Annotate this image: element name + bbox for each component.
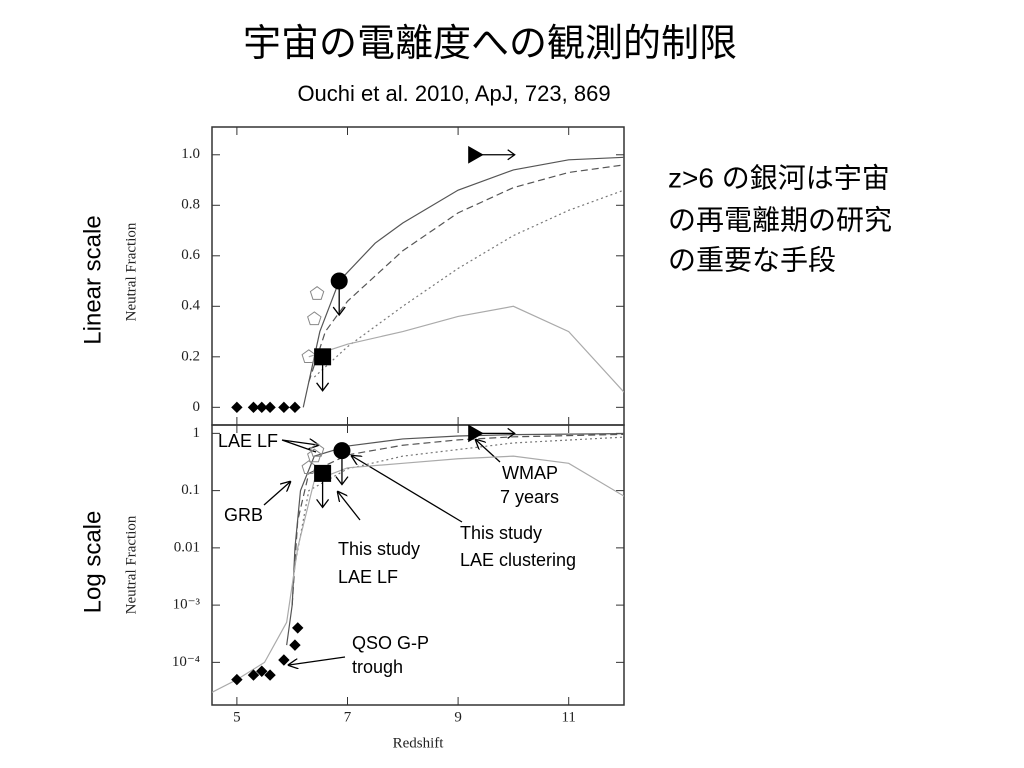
x-tick-label: 5 (233, 709, 241, 725)
y-tick-label: 0.8 (181, 197, 200, 213)
scale-label: Log scale (79, 511, 106, 614)
y-tick-label: 0.2 (181, 348, 200, 364)
point (301, 349, 317, 363)
curve (302, 156, 624, 408)
y-axis-label: Neutral Fraction (123, 222, 139, 321)
y-tick-label: 0.01 (174, 539, 200, 555)
annotation: LAE LF (218, 431, 278, 451)
y-tick-label: 0.4 (181, 298, 200, 314)
y-tick-label: 0.1 (181, 482, 200, 498)
point (289, 639, 301, 651)
plot-frame (211, 126, 625, 426)
annotation: This study (338, 539, 420, 559)
curve (294, 436, 624, 566)
point (307, 311, 322, 326)
point (278, 401, 290, 414)
slide-subtitle: Ouchi et al. 2010, ApJ, 723, 869 (297, 81, 610, 106)
point (333, 442, 351, 460)
point (264, 401, 276, 414)
point (231, 401, 243, 414)
point (247, 669, 260, 681)
point (468, 425, 484, 443)
slide-title: 宇宙の電離度への観測的制限 (243, 23, 737, 65)
y-axis-label: Neutral Fraction (123, 515, 139, 614)
annotation: QSO G-P (352, 633, 429, 653)
annotation: 7 years (500, 487, 559, 507)
y-tick-label: 10⁻⁴ (172, 654, 200, 670)
curve (308, 305, 624, 393)
point (309, 442, 325, 457)
slide-text: の再電離期の研究 (668, 204, 892, 235)
y-tick-label: 1 (193, 425, 201, 441)
y-tick-label: 0 (193, 399, 201, 415)
y-tick-label: 10⁻³ (173, 597, 201, 613)
point (330, 272, 348, 290)
annotation: LAE LF (338, 567, 398, 587)
curve (308, 164, 624, 383)
point (256, 665, 268, 677)
annotation: WMAP (502, 463, 558, 483)
curve (291, 433, 624, 606)
plot-area (231, 145, 624, 414)
curve (313, 189, 624, 378)
x-axis-label: Redshift (393, 735, 445, 751)
point (468, 145, 484, 164)
point (309, 286, 325, 300)
point (289, 401, 301, 414)
annotations (263, 440, 501, 665)
annotation: This study (460, 523, 542, 543)
point (247, 401, 260, 414)
annotation: GRB (224, 505, 263, 525)
point (314, 464, 332, 482)
point (256, 401, 268, 414)
slide-text: z>6 の銀河は宇宙 (668, 162, 890, 193)
annotation: LAE clustering (460, 550, 576, 570)
x-tick-label: 9 (454, 709, 462, 725)
point (314, 348, 332, 366)
point (231, 673, 243, 686)
curve (212, 455, 624, 693)
plot-frame (211, 424, 625, 706)
point (278, 654, 290, 666)
x-tick-label: 7 (344, 709, 352, 725)
point (264, 669, 276, 681)
plot-area (212, 425, 624, 693)
point (301, 460, 317, 474)
point (307, 448, 322, 463)
y-tick-label: 1.0 (181, 146, 200, 162)
x-tick-label: 11 (561, 709, 575, 725)
scale-label: Linear scale (79, 215, 106, 344)
slide-text: の重要な手段 (668, 244, 836, 275)
y-tick-label: 0.6 (181, 247, 200, 263)
annotation: trough (352, 657, 403, 677)
point (292, 622, 304, 634)
